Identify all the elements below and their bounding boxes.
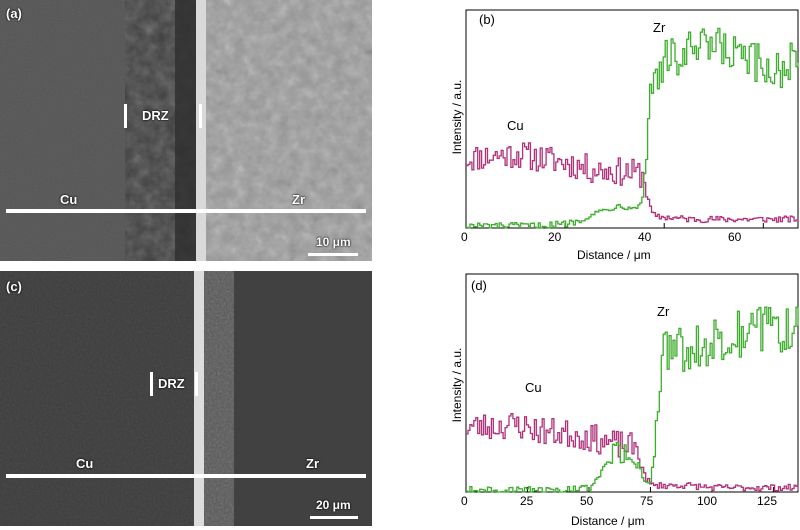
x-tick-label-d: 50 [580,494,594,508]
x-tick-label-b: 40 [638,230,652,244]
x-tick-label-b: 20 [548,230,562,244]
y-axis-title-b: Intensity / a.u. [450,79,464,155]
drz-label-a: DRZ [142,108,169,123]
zr-series-label-b: Zr [653,20,666,35]
x-tick-label-b: 60 [728,230,742,244]
panel-label-b: (b) [479,12,495,27]
panel-label-d: (d) [471,278,487,293]
plot-d: (d) Zr Cu Distance / μm Intensity / a.u.… [437,268,800,530]
x-axis-title-d: Distance / μm [571,514,645,528]
sem-image-c: (c) DRZ Cu Zr 20 μm [0,271,372,526]
plot-frame [465,273,799,493]
zr-region-label-c: Zr [306,456,319,471]
plot-d-graphic [465,273,799,493]
plot-frame [465,9,799,229]
sem-image-a: (a) DRZ Cu Zr 10 μm [0,0,372,261]
scale-bar-label-a: 10 μm [316,235,351,249]
x-axis-title-b: Distance / μm [577,248,651,262]
drz-label-c: DRZ [158,376,185,391]
cu-series-label-d: Cu [525,380,542,395]
x-tick-label-d: 100 [697,494,718,508]
plot-b-graphic [465,9,799,229]
cu-region-label-a: Cu [60,192,78,207]
series-line-cu [466,142,799,224]
scale-bar-label-c: 20 μm [316,498,351,512]
sem-image-a-graphic [0,0,372,261]
series-line-zr [466,306,799,493]
zr-series-label-d: Zr [657,304,670,319]
zr-region-label-a: Zr [292,192,305,207]
x-tick-label-d: 125 [757,494,778,508]
x-tick-label-b: 0 [461,230,468,244]
series-line-cu [466,412,799,492]
y-axis-title-d: Intensity / a.u. [450,347,464,423]
panel-label-c: (c) [6,279,22,294]
x-tick-label-d: 25 [520,494,534,508]
sem-image-c-graphic [0,271,372,526]
x-tick-label-d: 75 [640,494,654,508]
series-line-zr [466,27,799,229]
plot-b: (b) Zr Cu Distance / μm Intensity / a.u.… [437,2,800,266]
x-tick-label-d: 0 [461,494,468,508]
cu-series-label-b: Cu [507,118,524,133]
cu-region-label-c: Cu [76,456,94,471]
panel-label-a: (a) [6,6,22,21]
